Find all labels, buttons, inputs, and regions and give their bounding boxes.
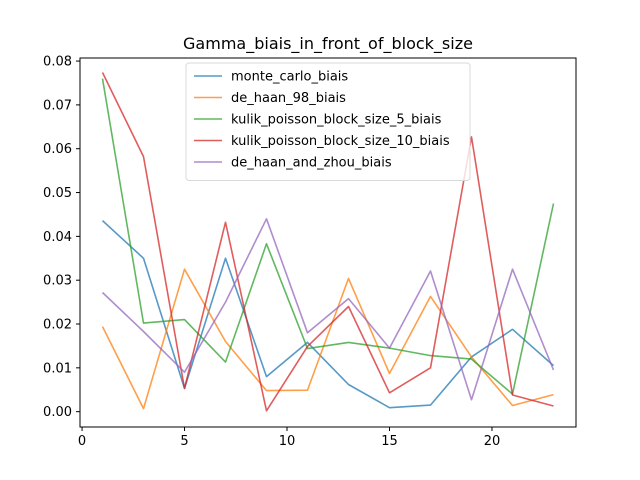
plot-frame	[79, 57, 577, 428]
x-tick-label: 20	[484, 434, 501, 449]
legend-frame	[185, 62, 471, 181]
y-tick-label: 0.07	[43, 98, 72, 113]
x-tick-label: 15	[381, 434, 398, 449]
legend-label: kulik_poisson_block_size_10_biais	[231, 134, 450, 149]
y-tick-label: 0.00	[43, 405, 72, 420]
y-tick-label: 0.03	[43, 274, 72, 289]
legend: monte_carlo_biais de_haan_98_biais kulik_p…	[185, 62, 471, 181]
y-tick-label: 0.06	[43, 142, 72, 157]
chart-title: Gamma_biais_in_front_of_block_size	[183, 34, 473, 54]
y-tick-label: 0.02	[43, 318, 72, 333]
y-axis: 0.00 0.01 0.02 0.03 0.04 0.05 0.06 0.07 0.08	[43, 55, 80, 420]
legend-label: kulik_poisson_block_size_5_biais	[231, 113, 442, 128]
series-line-de-haan-98-biais	[101, 268, 554, 410]
series-line-monte-carlo-biais	[101, 220, 555, 409]
series-line-kulik-poisson-block-size-5-biais	[101, 78, 555, 395]
series-line-kulik-poisson-block-size-10-biais	[101, 72, 554, 412]
legend-label: de_haan_and_zhou_biais	[231, 156, 392, 171]
y-tick-label: 0.01	[43, 361, 72, 376]
legend-label: de_haan_98_biais	[231, 91, 346, 106]
x-tick-label: 10	[279, 434, 296, 449]
legend-label: monte_carlo_biais	[231, 70, 348, 85]
series-layer	[101, 72, 555, 412]
y-tick-label: 0.05	[43, 186, 72, 201]
x-axis: 0 5 10 15 20	[78, 427, 500, 449]
x-tick-label: 0	[78, 434, 86, 449]
series-line-de-haan-and-zhou-biais	[101, 218, 555, 401]
y-tick-label: 0.08	[43, 55, 72, 70]
y-tick-label: 0.04	[43, 230, 72, 245]
x-tick-label: 5	[180, 434, 188, 449]
